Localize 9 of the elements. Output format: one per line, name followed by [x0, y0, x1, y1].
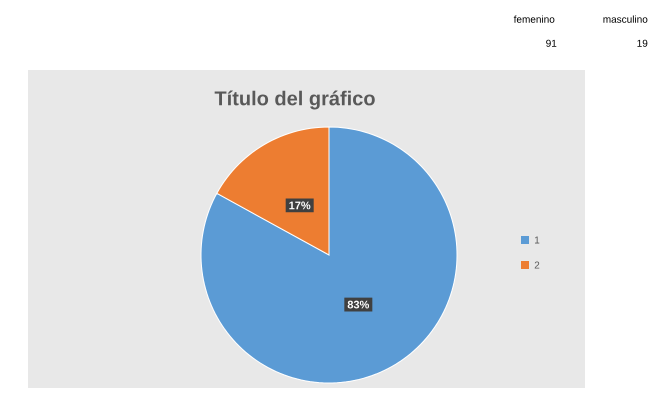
legend-label: 2	[534, 262, 540, 268]
chart-title: Título del gráfico	[214, 90, 375, 110]
legend-label: 1	[534, 236, 540, 244]
text: femenino	[514, 15, 554, 23]
text: 91	[546, 40, 556, 47]
data-label: 83%	[348, 300, 370, 308]
data-label: 17%	[289, 202, 310, 210]
text: 19	[637, 40, 648, 47]
text: masculino	[603, 15, 648, 23]
